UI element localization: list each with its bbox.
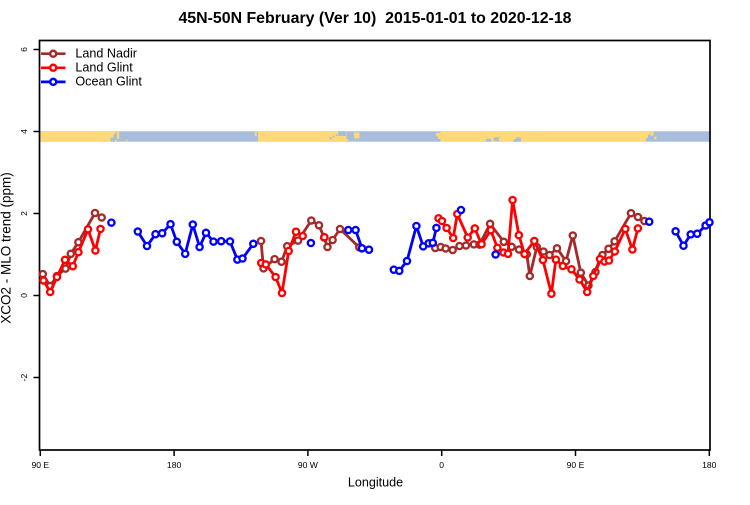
svg-text:Land Glint: Land Glint (75, 61, 133, 75)
svg-text:-2: -2 (19, 373, 29, 381)
svg-text:90 W: 90 W (298, 460, 319, 470)
svg-text:Land Nadir: Land Nadir (75, 47, 137, 61)
svg-text:0: 0 (19, 293, 29, 298)
svg-text:Longitude: Longitude (348, 476, 403, 490)
svg-text:4: 4 (19, 129, 29, 134)
svg-text:180: 180 (702, 460, 717, 470)
svg-text:6: 6 (19, 47, 29, 52)
svg-text:2: 2 (19, 211, 29, 216)
svg-text:90 E: 90 E (567, 460, 585, 470)
svg-text:45N-50N February (Ver 10) 201: 45N-50N February (Ver 10) 2015-01-01 to … (178, 10, 571, 27)
svg-text:Ocean Glint: Ocean Glint (75, 75, 142, 89)
svg-text:XCO2 - MLO trend (ppm): XCO2 - MLO trend (ppm) (0, 172, 14, 324)
svg-text:0: 0 (439, 460, 444, 470)
svg-text:90 E: 90 E (31, 460, 49, 470)
svg-text:180: 180 (167, 460, 182, 470)
